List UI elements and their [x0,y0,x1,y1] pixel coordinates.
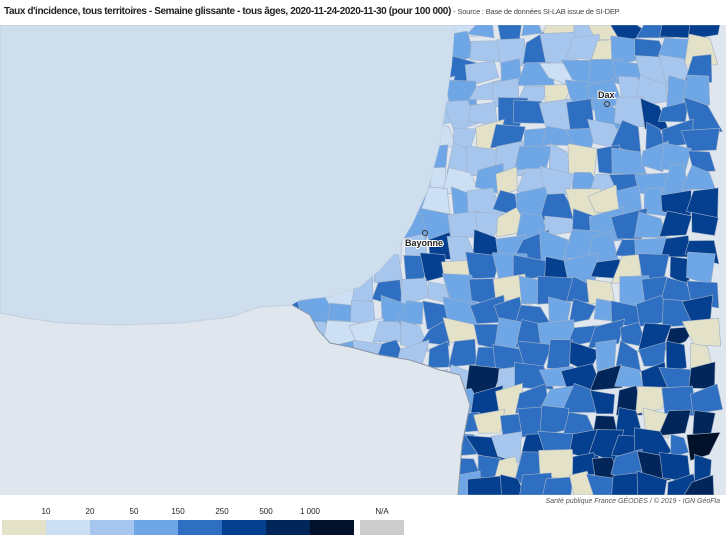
title-text: Taux d'incidence, tous territoires - Sem… [4,6,451,17]
legend-swatch [310,520,354,535]
commune[interactable] [466,25,495,39]
commune[interactable] [467,475,506,495]
commune[interactable] [595,339,617,372]
commune[interactable] [567,143,598,178]
legend-label: 20 [85,507,95,516]
legend-swatch [178,520,222,535]
commune[interactable] [442,100,479,133]
legend-label: 250 [215,507,229,516]
commune[interactable] [589,390,616,415]
choropleth-map[interactable]: Dax Bayonne [0,25,726,495]
commune[interactable] [657,409,692,437]
commune[interactable] [589,364,623,391]
commune[interactable] [611,471,643,495]
commune[interactable] [568,298,597,324]
legend-swatch [46,520,90,535]
commune[interactable] [420,318,450,347]
commune[interactable] [615,385,643,416]
svg-text:Bayonne: Bayonne [405,238,443,248]
legend-label: 500 [259,507,273,516]
legend-label: 10 [41,507,51,516]
legend-swatch-na [360,520,404,535]
commune[interactable] [682,74,711,106]
commune[interactable] [690,383,724,415]
commune[interactable] [614,96,645,128]
commune[interactable] [514,145,553,171]
legend-swatch [222,520,266,535]
legend-swatch [2,520,46,535]
city-dax: Dax [597,89,616,107]
commune[interactable] [665,340,688,373]
commune[interactable] [427,340,451,369]
commune[interactable] [464,60,500,87]
commune[interactable] [691,211,719,236]
legend-label: 50 [129,507,139,516]
commune[interactable] [683,474,715,495]
commune[interactable] [395,300,424,325]
attribution: Santé publique France GÉODES / © 2019 - … [545,498,720,505]
city-bayonne: Bayonne [404,230,444,249]
commune[interactable] [686,432,721,461]
map-title: Taux d'incidence, tous territoires - Sem… [4,6,722,18]
legend-swatch [90,520,134,535]
legend-label: 1 000 [299,507,321,516]
commune[interactable] [636,470,668,495]
commune[interactable] [542,476,574,495]
legend-swatch [134,520,178,535]
commune[interactable] [670,433,689,459]
commune[interactable] [681,317,722,347]
source-text: - Source : Base de données SI-LAB issue … [453,7,620,16]
commune[interactable] [473,409,506,434]
commune[interactable] [694,453,712,482]
svg-text:Dax: Dax [598,90,615,100]
legend-label: 150 [171,507,185,516]
commune[interactable] [500,474,526,495]
commune[interactable] [680,127,721,152]
border-line [291,304,471,495]
commune[interactable] [546,339,574,370]
legend-label-na: N/A [375,507,389,516]
legend-swatch [266,520,310,535]
legend: 10 20 50 150 250 500 1 000 N/A [2,507,422,537]
commune[interactable] [659,210,693,237]
commune[interactable] [465,251,501,279]
